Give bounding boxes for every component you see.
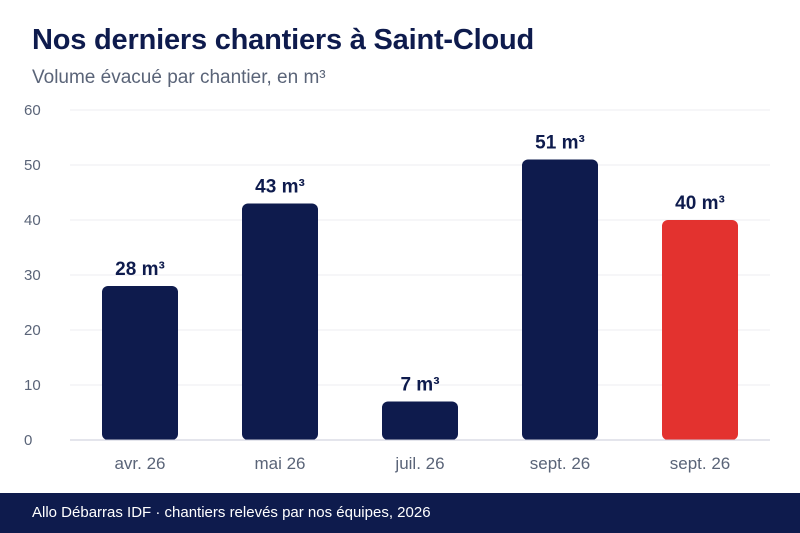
y-tick-label: 10: [24, 377, 41, 394]
bars: [102, 159, 738, 440]
data-label: 40 m³: [675, 193, 725, 214]
y-tick-label: 0: [24, 432, 32, 449]
x-category-label: sept. 26: [530, 454, 591, 473]
page-subtitle: Volume évacué par chantier, en m³: [32, 67, 326, 88]
bar: [242, 203, 318, 440]
bar-chart: 0 10 20 30 40 50 60 28 m³ 43 m³ 7 m³ 51 m³ 40 m³ a…: [24, 102, 770, 473]
data-labels: 28 m³ 43 m³ 7 m³ 51 m³ 40 m³: [115, 133, 725, 396]
y-tick-label: 30: [24, 267, 41, 284]
footer-source-text: Allo Débarras IDF · chantiers relevés pa…: [32, 504, 431, 521]
x-category-label: sept. 26: [670, 454, 731, 473]
y-axis-ticks: 0 10 20 30 40 50 60: [24, 102, 41, 449]
x-category-label: juil. 26: [394, 454, 444, 473]
data-label: 51 m³: [535, 133, 585, 154]
footer-bar: Allo Débarras IDF · chantiers relevés pa…: [0, 493, 800, 533]
page-title: Nos derniers chantiers à Saint-Cloud: [32, 24, 535, 56]
y-tick-label: 60: [24, 102, 41, 119]
y-tick-label: 20: [24, 322, 41, 339]
x-axis-categories: avr. 26 mai 26 juil. 26 sept. 26 sept. 26: [114, 454, 730, 473]
bar: [662, 220, 738, 440]
data-label: 43 m³: [255, 177, 305, 198]
bar: [382, 401, 458, 440]
bar: [522, 159, 598, 440]
y-tick-label: 40: [24, 212, 41, 229]
data-label: 28 m³: [115, 259, 165, 280]
y-tick-label: 50: [24, 157, 41, 174]
data-label: 7 m³: [400, 375, 439, 396]
x-category-label: mai 26: [254, 454, 305, 473]
bar: [102, 286, 178, 440]
grid-lines: [70, 109, 770, 386]
x-category-label: avr. 26: [114, 454, 165, 473]
